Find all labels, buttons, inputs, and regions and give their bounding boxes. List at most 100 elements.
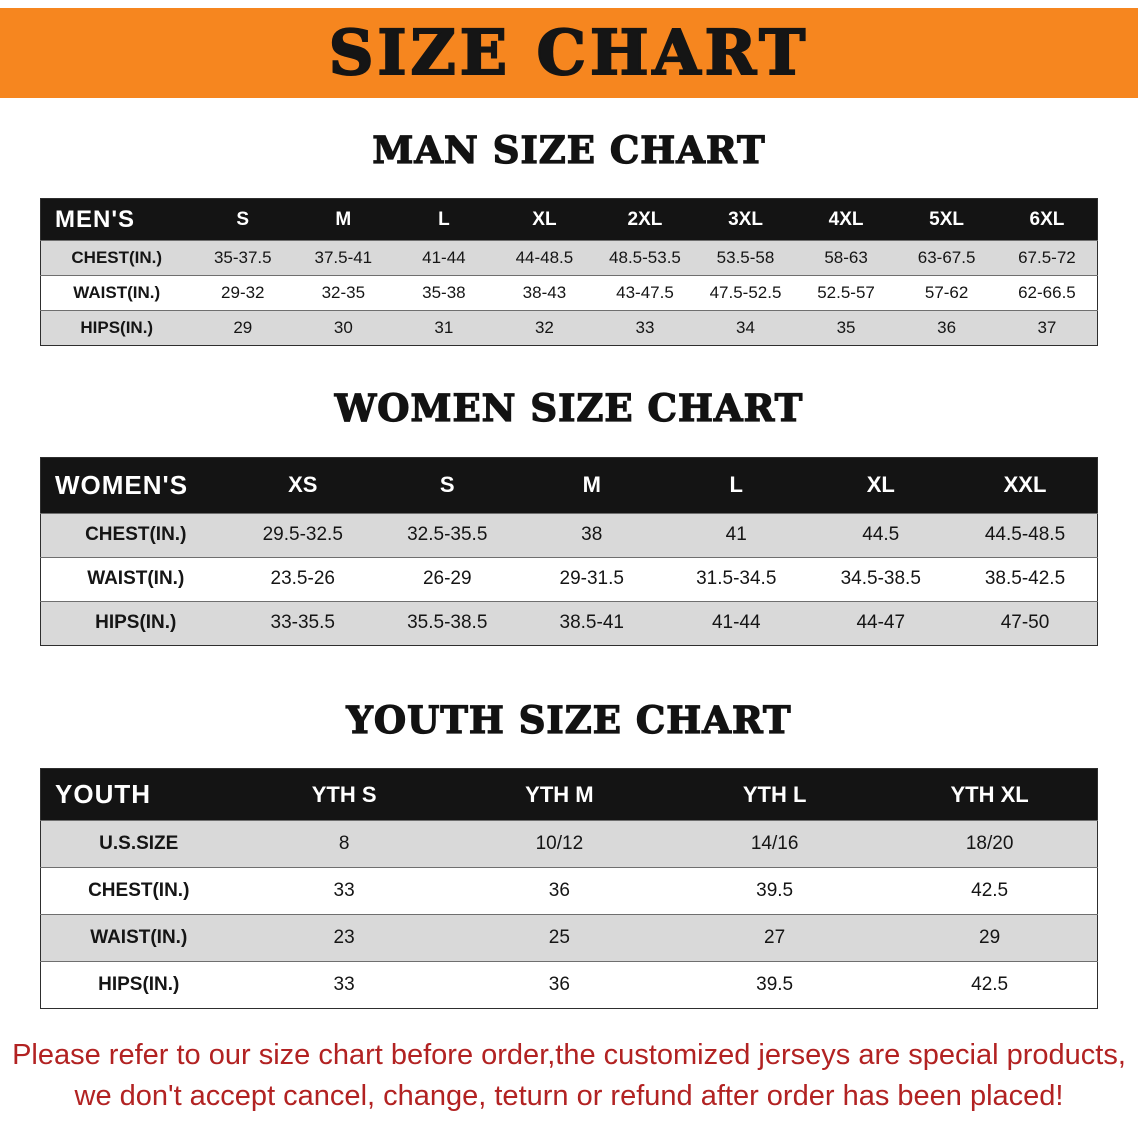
measurement-value: 33 (236, 961, 452, 1009)
measurement-row: HIPS(IN.) 33-35.5 35.5-38.5 38.5-41 41-44 44-… (40, 600, 1098, 646)
measurement-row: WAIST(IN.) 23 25 27 29 (40, 914, 1098, 962)
measurement-value: 48.5-53.5 (594, 240, 696, 276)
women-size-section: WOMEN SIZE CHART WOMEN'S XS S M L XL XXL CHEST(… (0, 386, 1138, 646)
measurement-value: 53.5-58 (695, 240, 796, 276)
size-column-header: 2XL (594, 198, 696, 241)
measurement-value: 29 (882, 914, 1098, 962)
measurement-value: 42.5 (882, 867, 1098, 915)
measurement-label: HIPS(IN.) (40, 600, 231, 646)
size-column-header: S (375, 457, 520, 514)
measurement-label: WAIST(IN.) (40, 556, 231, 602)
measurement-value: 43-47.5 (594, 275, 696, 311)
measurement-value: 29.5-32.5 (230, 512, 375, 558)
measurement-label: U.S.SIZE (40, 820, 237, 868)
measurement-value: 34.5-38.5 (808, 556, 953, 602)
measurement-value: 38 (519, 512, 664, 558)
measurement-value: 36 (451, 867, 667, 915)
youth-section-heading: YOUTH SIZE CHART (346, 697, 792, 742)
size-chart-page: SIZE CHART MAN SIZE CHART MEN'S S M L XL 2XL 3… (0, 8, 1138, 1116)
measurement-value: 26-29 (375, 556, 520, 602)
table-title-cell: WOMEN'S (40, 457, 231, 514)
measurement-value: 8 (236, 820, 452, 868)
measurement-row: U.S.SIZE 8 10/12 14/16 18/20 (40, 820, 1098, 868)
size-column-header: M (293, 198, 394, 241)
measurement-value: 30 (293, 310, 394, 346)
measurement-row: HIPS(IN.) 29 30 31 32 33 34 35 36 37 (40, 310, 1098, 346)
measurement-label: WAIST(IN.) (40, 275, 193, 311)
measurement-value: 38.5-41 (519, 600, 664, 646)
measurement-value: 29-32 (192, 275, 294, 311)
size-column-header: 5XL (896, 198, 997, 241)
size-column-header: L (664, 457, 809, 514)
table-title-cell: YOUTH (40, 768, 237, 821)
measurement-value: 27 (667, 914, 883, 962)
size-header-row: YOUTH YTH S YTH M YTH L YTH XL (40, 768, 1098, 821)
size-column-header: 3XL (695, 198, 796, 241)
measurement-label: WAIST(IN.) (40, 914, 237, 962)
measurement-value: 18/20 (882, 820, 1098, 868)
measurement-value: 44.5 (808, 512, 953, 558)
size-header-row: MEN'S S M L XL 2XL 3XL 4XL 5XL 6XL (40, 198, 1098, 241)
measurement-value: 37.5-41 (293, 240, 394, 276)
size-column-header: 6XL (996, 198, 1098, 241)
measurement-value: 62-66.5 (996, 275, 1098, 311)
measurement-value: 35-37.5 (192, 240, 294, 276)
measurement-value: 41-44 (393, 240, 495, 276)
measurement-value: 23.5-26 (230, 556, 375, 602)
page-title: SIZE CHART (328, 16, 810, 89)
measurement-value: 38-43 (494, 275, 595, 311)
measurement-label: CHEST(IN.) (40, 867, 237, 915)
measurement-value: 58-63 (795, 240, 897, 276)
women-size-table: WOMEN'S XS S M L XL XXL CHEST(IN.) 29.5-32.5 32.5… (40, 456, 1098, 646)
measurement-value: 52.5-57 (795, 275, 897, 311)
size-column-header: S (192, 198, 294, 241)
measurement-value: 25 (451, 914, 667, 962)
measurement-value: 36 (451, 961, 667, 1009)
measurement-value: 41-44 (664, 600, 809, 646)
measurement-row: CHEST(IN.) 29.5-32.5 32.5-35.5 38 41 44.5 44.5… (40, 512, 1098, 558)
measurement-value: 34 (695, 310, 796, 346)
measurement-row: WAIST(IN.) 29-32 32-35 35-38 38-43 43-47.5 47.… (40, 275, 1098, 311)
measurement-value: 39.5 (667, 867, 883, 915)
disclaimer: Please refer to our size chart before or… (0, 1035, 1138, 1116)
disclaimer-line-1: Please refer to our size chart before or… (12, 1039, 1126, 1072)
measurement-value: 44-47 (808, 600, 953, 646)
measurement-value: 42.5 (882, 961, 1098, 1009)
size-column-header: XL (494, 198, 595, 241)
size-column-header: YTH XL (882, 768, 1098, 821)
disclaimer-line-2: we don't accept cancel, change, teturn o… (74, 1079, 1064, 1112)
youth-size-section: YOUTH SIZE CHART YOUTH YTH S YTH M YTH L YTH… (0, 697, 1138, 1010)
measurement-value: 14/16 (667, 820, 883, 868)
measurement-value: 33 (594, 310, 696, 346)
banner: SIZE CHART (0, 8, 1138, 98)
measurement-row: CHEST(IN.) 33 36 39.5 42.5 (40, 867, 1098, 915)
measurement-value: 29-31.5 (519, 556, 664, 602)
measurement-label: HIPS(IN.) (40, 961, 237, 1009)
size-column-header: 4XL (795, 198, 897, 241)
size-column-header: M (519, 457, 664, 514)
size-header-row: WOMEN'S XS S M L XL XXL (40, 457, 1098, 514)
measurement-value: 32 (494, 310, 595, 346)
measurement-value: 38.5-42.5 (953, 556, 1098, 602)
measurement-label: CHEST(IN.) (40, 240, 193, 276)
table-title-cell: MEN'S (40, 198, 193, 241)
measurement-value: 67.5-72 (996, 240, 1098, 276)
size-column-header: L (393, 198, 495, 241)
measurement-value: 31 (393, 310, 495, 346)
size-column-header: YTH M (451, 768, 667, 821)
youth-size-table: YOUTH YTH S YTH M YTH L YTH XL U.S.SIZE 8 10/12… (40, 768, 1098, 1010)
size-column-header: YTH S (236, 768, 452, 821)
size-column-header: XS (230, 457, 375, 514)
measurement-value: 23 (236, 914, 452, 962)
measurement-value: 47.5-52.5 (695, 275, 796, 311)
measurement-value: 37 (996, 310, 1098, 346)
size-column-header: XL (808, 457, 953, 514)
size-column-header: YTH L (667, 768, 883, 821)
measurement-value: 35.5-38.5 (375, 600, 520, 646)
measurement-value: 44.5-48.5 (953, 512, 1098, 558)
measurement-value: 31.5-34.5 (664, 556, 809, 602)
measurement-value: 47-50 (953, 600, 1098, 646)
measurement-value: 32.5-35.5 (375, 512, 520, 558)
measurement-value: 63-67.5 (896, 240, 997, 276)
measurement-value: 33 (236, 867, 452, 915)
